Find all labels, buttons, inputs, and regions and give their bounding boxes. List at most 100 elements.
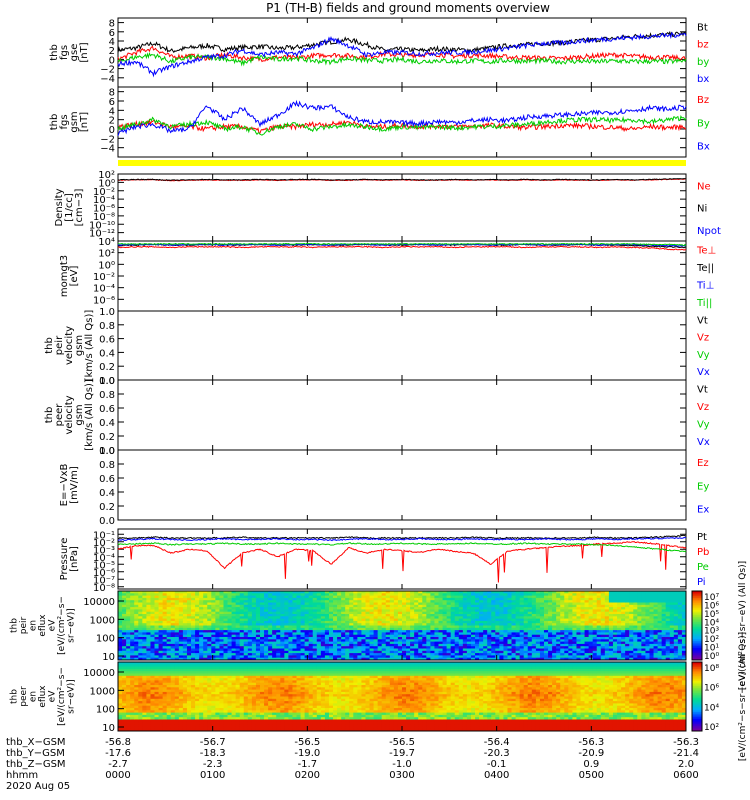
spectrogram-cell (215, 600, 220, 603)
spectrogram-cell (251, 609, 257, 613)
spectrogram-cell (215, 609, 220, 613)
spectrogram-cell (377, 600, 383, 603)
spectrogram-cell (247, 627, 253, 631)
spectrogram-cell (385, 653, 391, 656)
spectrogram-cell (304, 614, 310, 617)
spectrogram-cell (572, 602, 577, 606)
spectrogram-cell (544, 641, 549, 645)
spectrogram-cell (479, 600, 484, 603)
spectrogram-cell (284, 620, 289, 624)
spectrogram-cell (235, 591, 241, 594)
spectrogram-cell (138, 630, 143, 633)
spectrogram-cell (422, 634, 427, 638)
spectrogram-cell (491, 648, 496, 652)
spectrogram-cell (466, 620, 472, 624)
spectrogram-cell (284, 616, 289, 619)
spectrogram-cell (621, 595, 626, 599)
spectrogram-cell (296, 623, 301, 626)
spectrogram-cell (568, 609, 573, 613)
spectrogram-cell (511, 611, 516, 615)
spectrogram-cell (612, 591, 618, 594)
spectrogram-cell (126, 591, 131, 594)
spectrogram-cell (649, 648, 654, 652)
spectrogram-cell (377, 625, 383, 629)
spectrogram-cell (260, 634, 265, 638)
spectrogram-cell (430, 632, 435, 636)
y-tick-label: 10⁰ (98, 260, 115, 271)
spectrogram-cell (349, 618, 354, 622)
spectrogram-cell (158, 678, 164, 681)
spectrogram-cell (162, 680, 168, 684)
spectrogram-cell (138, 705, 143, 709)
legend-entry: Te|| (696, 263, 714, 274)
spectrogram-cell (118, 609, 123, 613)
spectrogram-cell (122, 650, 127, 654)
spectrogram-cell (665, 650, 671, 654)
spectrogram-cell (174, 630, 180, 633)
spectrogram-cell (637, 597, 642, 601)
spectrogram-cell (576, 648, 581, 652)
spectrogram-cell (511, 646, 516, 649)
spectrogram-cell (479, 641, 484, 645)
spectrogram-cell (402, 607, 407, 610)
spectrogram-cell (385, 634, 391, 638)
spectrogram-cell (422, 625, 427, 629)
spectrogram-cell (300, 648, 306, 652)
spectrogram-cell (422, 632, 427, 636)
spectrogram-cell (544, 597, 549, 601)
spectrogram-cell (170, 591, 176, 594)
spectrogram-cell (564, 639, 569, 642)
spectrogram-cell (434, 600, 439, 603)
spectrogram-cell (539, 597, 545, 601)
spectrogram-cell (645, 637, 650, 640)
spectrogram-cell (134, 705, 139, 709)
spectrogram-cell (462, 593, 468, 596)
spectrogram-cell (174, 643, 180, 647)
spectrogram-cell (304, 639, 310, 642)
spectrogram-cell (154, 648, 159, 652)
spectrogram-cell (535, 639, 541, 642)
spectrogram-cell (430, 630, 435, 633)
spectrogram-cell (122, 627, 127, 631)
spectrogram-cell (519, 602, 525, 606)
spectrogram-cell (377, 593, 383, 596)
spectrogram-cell (345, 614, 350, 617)
spectrogram-cell (199, 597, 204, 601)
spectrogram-cell (178, 641, 184, 645)
spectrogram-cell (633, 611, 638, 615)
spectrogram-cell (158, 650, 164, 654)
spectrogram-cell (260, 591, 265, 594)
spectrogram-cell (178, 595, 184, 599)
spectrogram-cell (349, 595, 354, 599)
spectrogram-cell (186, 653, 192, 656)
spectrogram-cell (231, 630, 237, 633)
spectrogram-cell (207, 648, 212, 652)
spectrogram-cell (377, 609, 383, 613)
spectrogram-cell (519, 600, 525, 603)
spectrogram-cell (673, 623, 679, 626)
spectrogram-cell (292, 655, 297, 659)
spectrogram-cell (418, 646, 423, 649)
spectrogram-cell (150, 666, 155, 670)
spectrogram-cell (406, 593, 411, 596)
spectrogram-cell (572, 618, 577, 622)
spectrogram-cell (470, 595, 476, 599)
spectrogram-cell (142, 721, 147, 725)
spectrogram-cell (487, 655, 492, 659)
spectrogram-cell (369, 653, 374, 656)
spectrogram-cell (304, 604, 310, 608)
spectrogram-cell (608, 595, 614, 599)
spectrogram-cell (134, 614, 139, 617)
spectrogram-cell (118, 618, 123, 622)
spectrogram-cell (328, 600, 334, 603)
y-axis-label: [nT] (79, 42, 90, 62)
spectrogram-cell (523, 609, 529, 613)
spectrogram-cell (341, 591, 346, 594)
spectrogram-cell (316, 643, 322, 647)
colorbar-cell (692, 656, 702, 659)
spectrogram-cell (150, 600, 155, 603)
spectrogram-cell (592, 611, 598, 615)
spectrogram-cell (341, 643, 346, 647)
spectrogram-cell (312, 634, 318, 638)
spectrogram-cell (592, 625, 598, 629)
